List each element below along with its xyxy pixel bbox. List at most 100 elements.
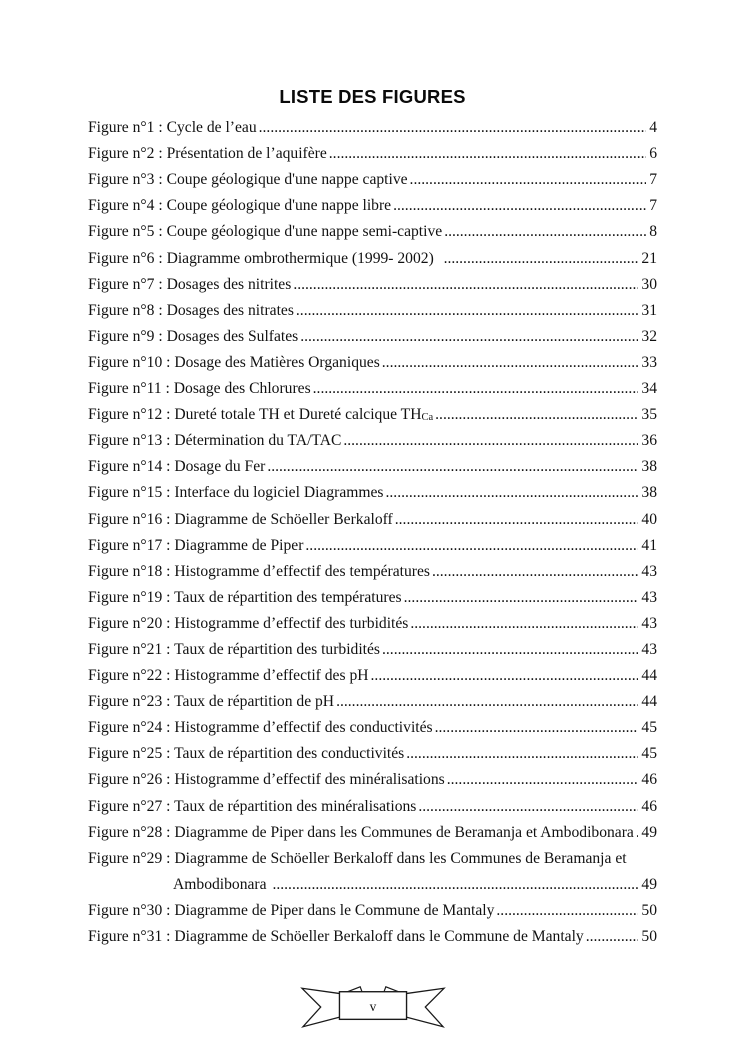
dot-leader: ........................................… [406,745,639,763]
figure-entry: Figure n°23 : Taux de répartition de pH.… [88,686,657,712]
figure-entry-label: Figure n°19 : Taux de répartition des te… [88,588,402,606]
dot-leader: ........................................… [272,875,638,893]
figure-entry-label: Figure n°27 : Taux de répartition des mi… [88,797,417,815]
figure-entry-page: 38 [641,458,657,476]
figure-entry-page: 44 [641,667,657,685]
figure-entry-label: Figure n°2 : Présentation de l’aquifère [88,145,327,163]
dot-leader: ........................................… [312,380,639,398]
figure-entry: Figure n°26 : Histogramme d’effectif des… [88,764,657,790]
dot-leader: ........................................… [435,406,638,424]
figure-entry-page: 8 [649,223,657,241]
dot-leader: ........................................… [293,275,639,293]
figure-entry: Figure n°30 : Diagramme de Piper dans le… [88,895,657,921]
figure-entry-page: 43 [641,588,657,606]
figure-entry: Figure n°18 : Histogramme d’effectif des… [88,556,657,582]
figure-entry-page: 35 [641,406,657,424]
figure-entry-page: 46 [641,797,657,815]
figure-entry: Figure n°17 : Diagramme de Piper........… [88,530,657,556]
figure-entry-label: Figure n°10 : Dosage des Matières Organi… [88,353,380,371]
figure-entry: Figure n°12 : Dureté totale TH et Dureté… [88,399,657,425]
figure-entry-subscript: Ca [421,411,434,423]
figure-entry-page: 46 [641,771,657,789]
figure-entry: Figure n°4 : Coupe géologique d'une napp… [88,190,657,216]
ribbon-right-wing-shape [400,987,446,1028]
figure-entry-page: 50 [641,928,657,945]
figure-entry-page: 45 [641,719,657,737]
figure-entry-page: 50 [641,901,657,919]
figure-entry: Figure n°28 : Diagramme de Piper dans le… [88,817,657,843]
dot-leader: ........................................… [382,640,638,658]
figure-entry-page: 41 [641,536,657,554]
figure-entry-label: Figure n°30 : Diagramme de Piper dans le… [88,901,495,919]
dot-leader: ........................................… [444,223,647,241]
dot-leader: ........................................… [585,928,639,945]
ribbon-center-panel [338,991,408,1021]
figure-entry: Figure n°1 : Cycle de l’eau.............… [88,112,657,138]
dot-leader: ........................................… [393,197,647,215]
dot-leader: ........................................… [409,171,647,189]
dot-leader: ........................................… [434,719,639,737]
figure-entry-page: 45 [641,745,657,763]
figure-entry-label: Figure n°14 : Dosage du Fer [88,458,266,476]
figure-entry: Figure n°3 : Coupe géologique d'une napp… [88,164,657,190]
figure-entry-page: 43 [641,640,657,658]
figure-entry: Figure n°6 : Diagramme ombrothermique (1… [88,242,657,268]
figure-entry-label: Figure n°9 : Dosages des Sulfates [88,327,299,345]
figure-entry-label: Figure n°11 : Dosage des Chlorures [88,380,311,398]
figure-entry-label: Figure n°17 : Diagramme de Piper [88,536,304,554]
dot-leader: ........................................… [328,145,647,163]
figure-entry: Figure n°8 : Dosages des nitrates.......… [88,295,657,321]
figure-entry-label: Figure n°1 : Cycle de l’eau [88,119,257,137]
dot-leader: ........................................… [636,823,639,843]
figure-entry-label: Figure n°31 : Diagramme de Schöeller Ber… [88,928,584,945]
figure-entry-label: Figure n°15 : Interface du logiciel Diag… [88,484,384,502]
dot-leader: ........................................… [258,119,647,137]
figure-entry-label: Figure n°12 : Dureté totale TH et Dureté… [88,406,422,424]
figure-entry: Figure n°21 : Taux de répartition des tu… [88,634,657,660]
figure-entry-page: 43 [641,614,657,632]
figure-entry-page: 44 [641,693,657,711]
figure-entry-label: Figure n°23 : Taux de répartition de pH [88,693,335,711]
figure-entry-page: 40 [641,510,657,528]
figure-entry: Figure n°24 : Histogramme d’effectif des… [88,712,657,738]
figure-entry-page: 49 [641,823,657,841]
dot-leader: ........................................… [446,771,639,789]
dot-leader: ........................................… [385,484,639,502]
figure-entry-page: 36 [641,432,657,450]
dot-leader: ........................................… [336,693,638,711]
figure-entry: Figure n°22 : Histogramme d’effectif des… [88,660,657,686]
figure-entry-label: Figure n°20 : Histogramme d’effectif des… [88,614,409,632]
figure-entry-label: Figure n°28 : Diagramme de Piper dans le… [88,823,634,841]
figure-entry-page: 7 [649,197,657,215]
figure-entry-label: Figure n°22 : Histogramme d’effectif des… [88,667,369,685]
figure-entry-label: Figure n°5 : Coupe géologique d'une napp… [88,223,443,241]
dot-leader: ........................................… [443,249,639,267]
figure-entry-page: 6 [649,145,657,163]
figure-entry: Figure n°27 : Taux de répartition des mi… [88,790,657,816]
figure-entry: Figure n°13 : Détermination du TA/TAC...… [88,425,657,451]
figure-list: Figure n°1 : Cycle de l’eau.............… [88,112,657,947]
figure-entry-page: 43 [641,562,657,580]
figure-entry-page: 34 [641,380,657,398]
figure-entry-label: Figure n°18 : Histogramme d’effectif des… [88,562,430,580]
figure-entry: Figure n°7 : Dosages des nitrites.......… [88,269,657,295]
figure-entry: Figure n°29 : Diagramme de Schöeller Ber… [88,843,657,869]
dot-leader: ........................................… [267,458,638,476]
dot-leader: ........................................… [370,667,639,685]
figure-entry-page: 21 [641,249,657,267]
dot-leader: ........................................… [403,588,639,606]
figure-entry-label: Figure n°25 : Taux de répartition des co… [88,745,405,763]
figure-entry: Figure n°16 : Diagramme de Schöeller Ber… [88,503,657,529]
figure-entry-label: Ambodibonara [173,875,271,893]
dot-leader: ........................................… [343,432,638,450]
figure-entry-page: 33 [641,353,657,371]
figure-entry: Figure n°20 : Histogramme d’effectif des… [88,608,657,634]
figure-entry: Figure n°11 : Dosage des Chlorures......… [88,373,657,399]
figure-entry: Figure n°2 : Présentation de l’aquifère.… [88,138,657,164]
figure-entry-page: 30 [641,275,657,293]
dot-leader: ........................................… [418,797,639,815]
figure-entry: Figure n°19 : Taux de répartition des te… [88,582,657,608]
figure-entry: Figure n°14 : Dosage du Fer.............… [88,451,657,477]
figure-entry: Ambodibonara ...........................… [88,869,657,895]
figure-entry-page: 38 [641,484,657,502]
